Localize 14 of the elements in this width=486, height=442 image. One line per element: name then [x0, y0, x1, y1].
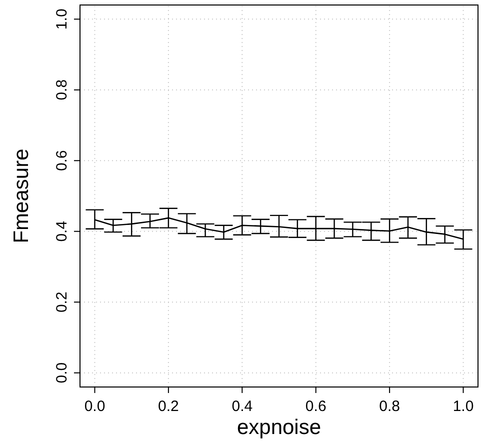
y-axis-title: Fmeasure	[10, 148, 33, 244]
y-tick-label: 0.0	[54, 362, 70, 384]
x-axis-title: expnoise	[236, 416, 322, 439]
y-tick-label: 0.2	[54, 292, 70, 313]
x-tick-label: 0.2	[158, 398, 179, 415]
x-tick-label: 1.0	[452, 398, 474, 415]
x-tick-label: 0.0	[84, 398, 106, 415]
x-tick-label: 0.8	[379, 398, 400, 415]
y-tick-label: 0.6	[54, 150, 70, 172]
y-tick-label: 0.8	[54, 79, 70, 100]
x-tick-label: 0.6	[305, 398, 326, 415]
y-tick-label: 1.0	[54, 8, 70, 30]
y-tick-label: 0.4	[54, 220, 70, 242]
x-tick-label: 0.4	[232, 398, 253, 415]
